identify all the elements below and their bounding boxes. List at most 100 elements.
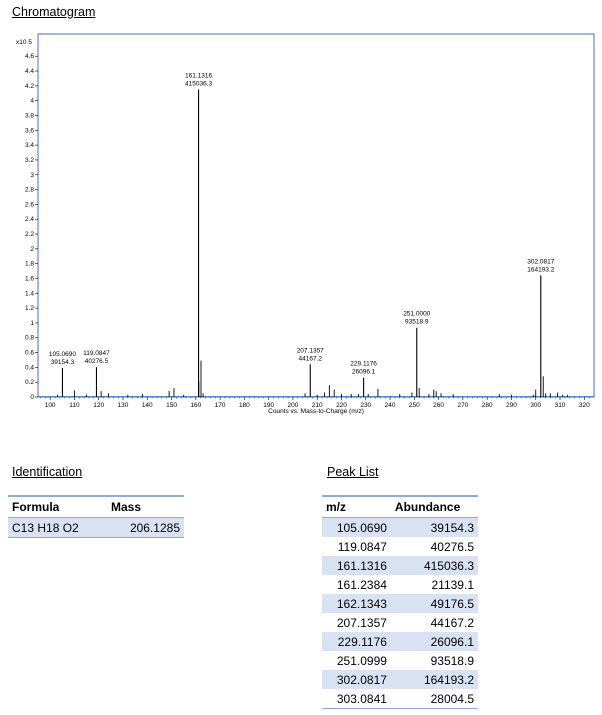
y-tick-label: 1.4 [25,290,34,297]
peak-abundance-label: 164193.2 [527,266,554,273]
peak-abundance-label: 39154.3 [51,359,75,366]
x-tick-label: 200 [288,402,299,409]
table-row: 229.1176 26096.1 [322,632,478,651]
mz-cell: 105.0690 [322,517,391,537]
y-tick-label: 2.2 [25,231,34,238]
x-tick-label: 240 [385,402,396,409]
x-tick-label: 140 [142,402,153,409]
y-tick-label: 0.2 [25,379,34,386]
y-tick-label: 3.6 [25,127,34,134]
x-tick-label: 260 [433,402,444,409]
abundance-cell: 164193.2 [390,670,478,689]
x-tick-label: 250 [409,402,420,409]
abundance-cell: 39154.3 [390,517,478,537]
x-tick-label: 220 [336,402,347,409]
y-tick-label: 0.4 [25,364,34,371]
x-tick-label: 230 [360,402,371,409]
peak-mz-label: 302.0817 [527,258,554,265]
plot-frame [37,33,595,398]
table-row: 162.1343 49176.5 [322,594,478,613]
x-tick-label: 160 [190,402,201,409]
y-tick-label: 2.4 [25,216,34,223]
x-tick-label: 170 [215,402,226,409]
identification-title: Identification [12,465,83,479]
mz-header: m/z [322,495,391,518]
y-tick-label: 2.6 [25,201,34,208]
x-tick-label: 310 [555,402,566,409]
y-tick-label: 3.2 [25,157,34,164]
x-tick-label: 110 [69,402,80,409]
peak-abundance-label: 93518.9 [405,319,429,326]
y-tick-label: 4.6 [25,53,34,60]
mz-cell: 161.2384 [336,577,387,592]
peak-abundance-label: 26096.1 [352,369,376,376]
mz-cell: 229.1176 [322,632,391,651]
y-tick-label: 4.4 [25,68,34,75]
table-row: C13 H18 O2 206.1285 [8,517,184,538]
x-tick-label: 180 [239,402,250,409]
peak-mz-label: 119.0847 [83,350,110,357]
peak-list-header-row: m/z Abundance [322,495,478,518]
mz-cell: 207.1357 [336,615,387,630]
y-tick-label: 4.2 [25,83,34,90]
peak-mz-label: 229.1176 [350,361,377,368]
abundance-cell: 40276.5 [430,539,474,554]
y-tick-label: 2.8 [25,187,34,194]
peak-abundance-label: 415036.3 [185,81,212,88]
abundance-cell: 415036.3 [390,556,478,575]
y-tick-label: 4 [30,98,34,105]
abundance-cell: 26096.1 [390,632,478,651]
y-scale-label: x10 5 [16,39,32,46]
x-tick-label: 290 [506,402,517,409]
chart-title: Chromatogram [12,5,96,19]
x-tick-label: 190 [263,402,274,409]
mz-cell: 303.0841 [322,689,391,709]
mz-cell: 161.1316 [322,556,391,575]
identification-header-row: Formula Mass [8,495,184,518]
peak-mz-label: 251.0000 [403,311,430,318]
peak-mz-label: 207.1357 [297,347,324,354]
y-tick-label: 3.8 [25,112,34,119]
x-tick-label: 280 [482,402,493,409]
abundance-cell: 49176.5 [390,594,478,613]
table-row: 105.0690 39154.3 [322,517,478,537]
peak-mz-label: 105.0690 [49,351,76,358]
formula-header: Formula [8,495,108,518]
identification-table: Formula Mass C13 H18 O2 206.1285 [8,495,184,538]
table-row: 303.0841 28004.5 [322,689,478,709]
x-tick-label: 320 [579,402,590,409]
mz-cell: 251.0999 [336,653,387,668]
y-tick-label: 1.6 [25,275,34,282]
x-tick-label: 300 [530,402,541,409]
y-tick-label: 3.4 [25,142,34,149]
table-row: 161.2384 21139.1 [322,575,478,594]
abundance-cell: 28004.5 [390,689,478,709]
mass-cell: 206.1285 [107,517,184,538]
peak-list-table: m/z Abundance 105.0690 39154.3 119.0847 402… [322,495,478,709]
peak-abundance-label: 44167.2 [299,355,323,362]
y-tick-label: 0 [30,394,34,401]
y-tick-label: 0.8 [25,335,34,342]
mass-header: Mass [107,495,184,518]
y-tick-label: 0.6 [25,350,34,357]
abundance-cell: 93518.9 [430,653,474,668]
mz-cell: 162.1343 [322,594,391,613]
x-tick-label: 130 [118,402,129,409]
abundance-cell: 21139.1 [431,577,475,592]
x-tick-label: 210 [312,402,323,409]
x-tick-label: 100 [45,402,56,409]
x-tick-label: 270 [457,402,468,409]
table-row: 119.0847 40276.5 [322,537,478,556]
table-row: 207.1357 44167.2 [322,613,478,632]
mz-cell: 119.0847 [337,539,387,554]
y-tick-label: 1.2 [25,305,34,312]
table-row: 161.1316 415036.3 [322,556,478,575]
abundance-cell: 44167.2 [430,615,474,630]
peak-mz-label: 161.1316 [185,73,212,80]
y-tick-label: 2 [30,246,34,253]
mz-cell: 302.0817 [322,670,391,689]
peak-abundance-label: 40276.5 [85,358,109,365]
peak-list-title: Peak List [327,465,379,479]
x-tick-label: 120 [93,402,104,409]
table-row: 302.0817 164193.2 [322,670,478,689]
